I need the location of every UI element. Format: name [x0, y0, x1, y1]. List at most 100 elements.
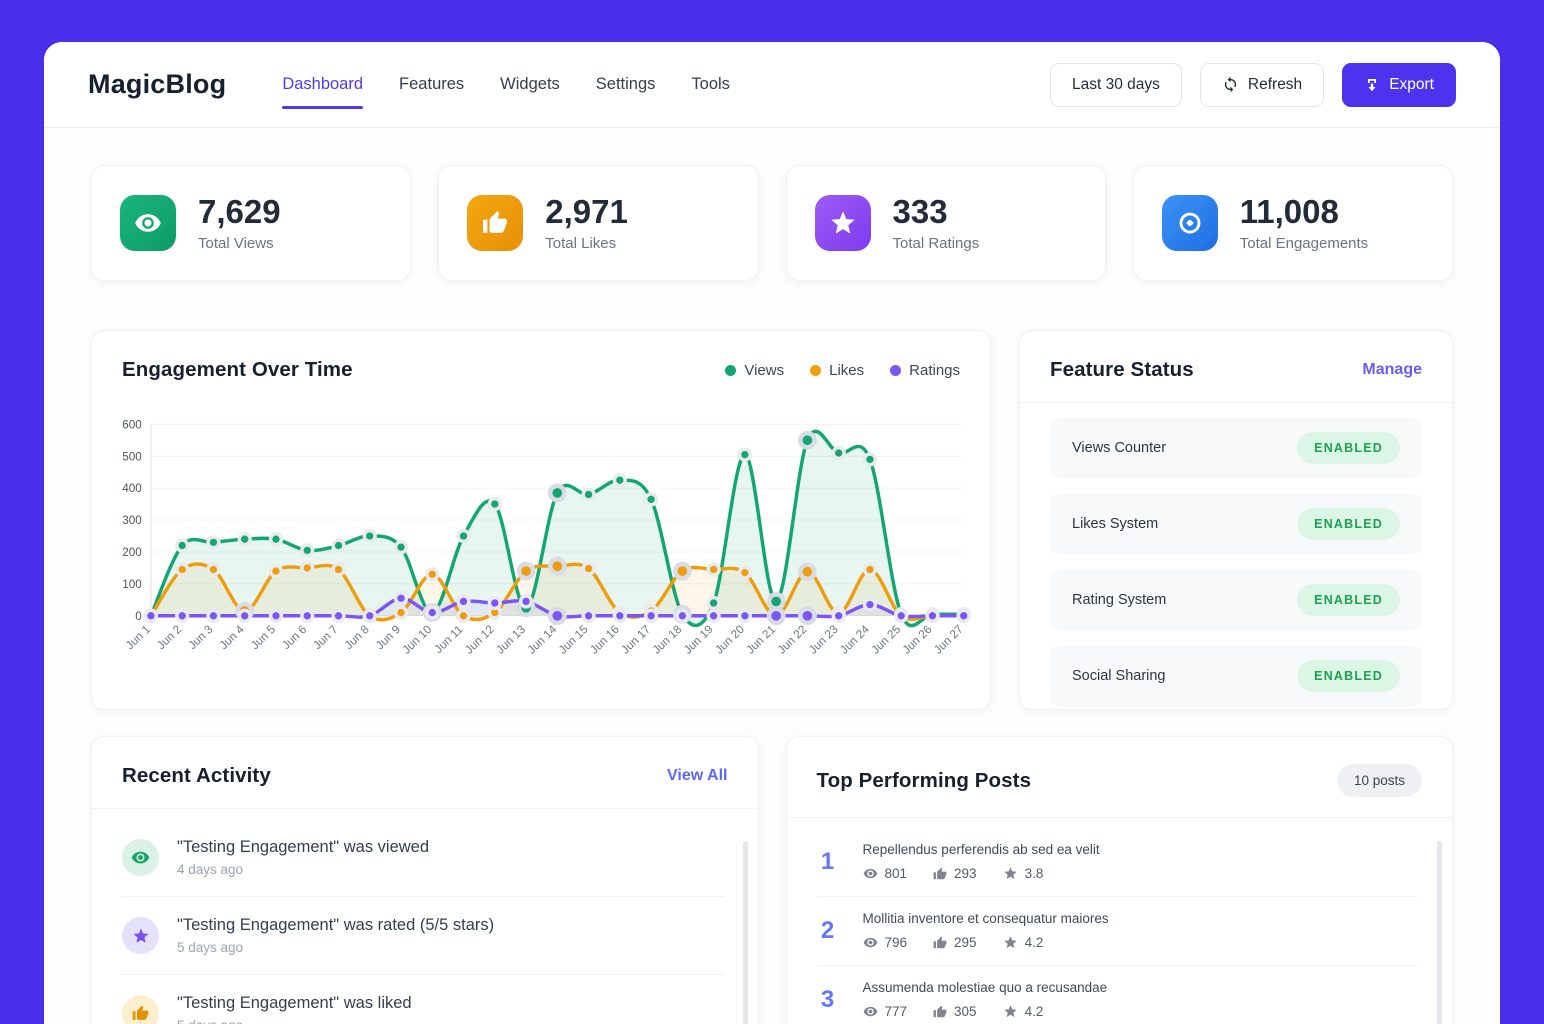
activity-scrollbar[interactable]	[742, 841, 748, 1024]
point-views[interactable]	[612, 473, 627, 488]
point-ratings[interactable]	[831, 608, 846, 623]
stat-value: 2,971	[545, 193, 628, 231]
point-ratings[interactable]	[894, 608, 909, 623]
nav-settings[interactable]: Settings	[595, 75, 656, 93]
point-likes[interactable]	[206, 562, 221, 577]
posts-scrollbar[interactable]	[1437, 841, 1442, 1024]
point-ratings[interactable]	[206, 608, 221, 623]
feature-row-views-counter: Views Counter ENABLED	[1050, 417, 1422, 479]
date-range-label: Last 30 days	[1072, 75, 1160, 93]
point-ratings[interactable]	[766, 606, 786, 626]
point-ratings[interactable]	[518, 594, 534, 609]
point-views[interactable]	[797, 430, 817, 450]
area-ratings	[150, 598, 964, 618]
point-ratings[interactable]	[797, 606, 817, 626]
nav-features[interactable]: Features	[399, 75, 465, 93]
dashboard-content: 7,629 Total Views 2,971 Total Likes 33	[44, 128, 1500, 1024]
x-tick-label: Jun 18	[650, 623, 684, 657]
thumb-icon-count: 305	[954, 1004, 977, 1019]
point-ratings[interactable]	[581, 608, 596, 623]
star-icon-count: 4.2	[1024, 935, 1044, 950]
point-ratings[interactable]	[268, 608, 284, 623]
point-ratings[interactable]	[956, 608, 971, 623]
point-likes[interactable]	[425, 567, 440, 582]
point-views[interactable]	[643, 492, 659, 507]
point-ratings[interactable]	[862, 597, 878, 612]
legend-dot-ratings	[890, 364, 902, 376]
post-views: 777	[863, 1004, 907, 1019]
app-window: MagicBlog Dashboard Features Widgets Set…	[44, 42, 1500, 1024]
point-likes[interactable]	[268, 563, 284, 579]
point-likes[interactable]	[456, 608, 471, 623]
point-ratings[interactable]	[425, 605, 440, 620]
point-views[interactable]	[547, 483, 567, 503]
point-ratings[interactable]	[706, 608, 721, 623]
point-likes[interactable]	[516, 561, 536, 581]
point-views[interactable]	[487, 496, 502, 512]
point-ratings[interactable]	[143, 608, 159, 623]
point-ratings[interactable]	[925, 608, 940, 623]
point-views[interactable]	[175, 538, 190, 553]
top-posts-card: Top Performing Posts 10 posts 1 Repellen…	[785, 736, 1453, 1024]
point-ratings[interactable]	[362, 608, 377, 623]
bottom-row: Recent Activity View All "Testing Engage…	[91, 736, 1453, 1024]
point-views[interactable]	[581, 487, 596, 502]
point-views[interactable]	[206, 535, 221, 550]
point-ratings[interactable]	[675, 608, 690, 623]
point-ratings[interactable]	[393, 591, 409, 606]
point-ratings[interactable]	[737, 608, 753, 623]
status-badge: ENABLED	[1297, 660, 1400, 692]
point-views[interactable]	[393, 540, 409, 555]
point-views[interactable]	[237, 532, 252, 547]
star-icon	[814, 195, 871, 251]
point-views[interactable]	[737, 447, 753, 462]
x-tick-label: Jun 6	[280, 623, 310, 652]
point-ratings[interactable]	[300, 608, 315, 623]
legend-views: Views	[725, 362, 784, 379]
refresh-icon	[1222, 76, 1239, 93]
point-likes[interactable]	[797, 562, 817, 582]
point-likes[interactable]	[331, 562, 346, 577]
point-views[interactable]	[331, 538, 346, 553]
point-likes[interactable]	[737, 565, 753, 580]
manage-link[interactable]: Manage	[1362, 361, 1422, 378]
activity-time: 4 days ago	[177, 862, 244, 877]
point-ratings[interactable]	[175, 608, 190, 623]
point-views[interactable]	[268, 532, 284, 547]
date-range-button[interactable]: Last 30 days	[1050, 62, 1182, 107]
post-title: Mollitia inventore et consequatur maiore…	[862, 911, 1109, 926]
nav-widgets[interactable]: Widgets	[500, 75, 560, 93]
nav-tools[interactable]: Tools	[691, 75, 730, 93]
point-ratings[interactable]	[612, 608, 627, 623]
point-likes[interactable]	[862, 562, 878, 577]
post-views: 796	[863, 935, 907, 950]
point-likes[interactable]	[672, 561, 692, 581]
legend-likes: Likes	[810, 362, 864, 379]
stat-label: Total Ratings	[892, 234, 980, 252]
point-ratings[interactable]	[487, 595, 502, 611]
view-all-link[interactable]: View All	[667, 767, 728, 784]
point-ratings[interactable]	[237, 608, 252, 623]
point-views[interactable]	[706, 595, 721, 611]
point-likes[interactable]	[175, 562, 190, 577]
point-ratings[interactable]	[456, 594, 471, 609]
nav-dashboard[interactable]: Dashboard	[282, 42, 363, 127]
refresh-button[interactable]: Refresh	[1199, 62, 1325, 107]
export-button[interactable]: Export	[1342, 62, 1456, 107]
point-ratings[interactable]	[547, 606, 567, 626]
point-likes[interactable]	[547, 556, 567, 576]
x-tick-label: Jun 12	[463, 623, 497, 657]
point-likes[interactable]	[393, 605, 409, 620]
point-views[interactable]	[456, 528, 471, 544]
point-views[interactable]	[362, 528, 377, 544]
point-views[interactable]	[831, 445, 846, 461]
activity-time: 5 days ago	[177, 1018, 412, 1024]
point-ratings[interactable]	[643, 608, 659, 623]
point-likes[interactable]	[300, 560, 315, 576]
point-ratings[interactable]	[331, 608, 346, 623]
point-views[interactable]	[862, 452, 878, 467]
point-likes[interactable]	[581, 561, 596, 576]
point-likes[interactable]	[706, 562, 721, 577]
point-views[interactable]	[300, 543, 315, 558]
